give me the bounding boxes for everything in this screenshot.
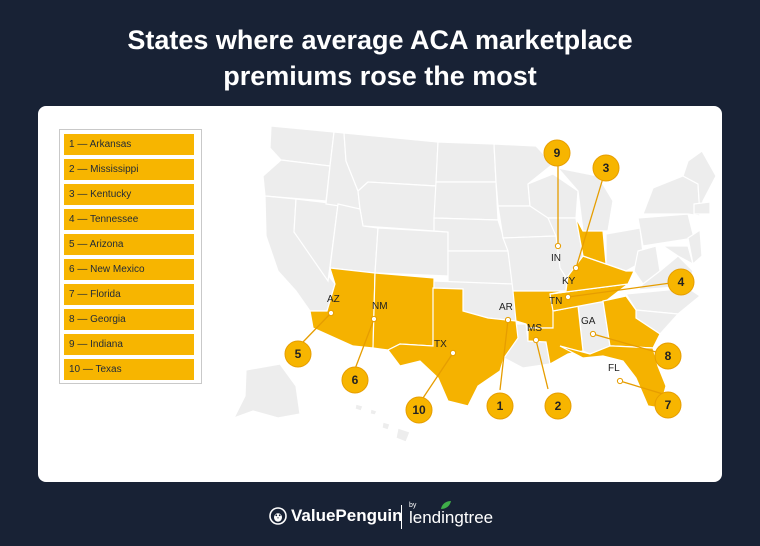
lendingtree-logo-text: lendingtree bbox=[409, 508, 494, 527]
valuepenguin-logo-text: ValuePenguin bbox=[291, 506, 403, 525]
badge-4: 4 bbox=[667, 268, 695, 296]
legend-item-3: 3 — Kentucky bbox=[64, 184, 194, 205]
badge-10: 10 bbox=[405, 396, 433, 424]
legend-item-8: 8 — Georgia bbox=[64, 309, 194, 330]
legend-item-2: 2 — Mississippi bbox=[64, 159, 194, 180]
label-nm: NM bbox=[372, 301, 388, 312]
footer-divider bbox=[401, 505, 402, 529]
svg-text:9: 9 bbox=[554, 146, 561, 160]
svg-text:2: 2 bbox=[555, 399, 562, 413]
label-fl: FL bbox=[608, 363, 620, 374]
label-in: IN bbox=[551, 253, 561, 264]
badge-7: 7 bbox=[654, 391, 682, 419]
badge-9: 9 bbox=[543, 139, 571, 167]
by-text: by bbox=[409, 502, 417, 509]
ranking-legend: 1 — Arkansas 2 — Mississippi 3 — Kentuck… bbox=[59, 129, 202, 384]
legend-item-6: 6 — New Mexico bbox=[64, 259, 194, 280]
state-fl bbox=[559, 345, 667, 409]
svg-text:6: 6 bbox=[352, 373, 359, 387]
legend-item-10: 10 — Texas bbox=[64, 359, 194, 380]
svg-text:1: 1 bbox=[497, 399, 504, 413]
label-ar: AR bbox=[499, 302, 513, 313]
badge-2: 2 bbox=[544, 392, 572, 420]
svg-text:3: 3 bbox=[603, 161, 610, 175]
badge-6: 6 bbox=[341, 366, 369, 394]
badge-1: 1 bbox=[486, 392, 514, 420]
label-ms: MS bbox=[527, 323, 542, 334]
svg-text:4: 4 bbox=[678, 275, 685, 289]
anchor-dots bbox=[327, 242, 624, 385]
legend-item-5: 5 — Arizona bbox=[64, 234, 194, 255]
label-tx: TX bbox=[434, 339, 447, 350]
svg-text:10: 10 bbox=[412, 403, 426, 417]
badge-8: 8 bbox=[654, 342, 682, 370]
label-az: AZ bbox=[327, 294, 340, 305]
svg-text:7: 7 bbox=[665, 398, 672, 412]
state-tx bbox=[387, 287, 519, 407]
page-title: States where average ACA marketplace pre… bbox=[0, 22, 760, 94]
legend-item-9: 9 — Indiana bbox=[64, 334, 194, 355]
state-labels: AZ NM TX AR MS TN KY IN GA FL bbox=[327, 253, 620, 374]
svg-text:5: 5 bbox=[295, 347, 302, 361]
leaf-icon bbox=[441, 501, 451, 509]
label-ky: KY bbox=[562, 276, 576, 287]
highlighted-states bbox=[309, 217, 667, 409]
us-map: AZ NM TX AR MS TN KY IN GA FL bbox=[232, 125, 717, 443]
legend-item-4: 4 — Tennessee bbox=[64, 209, 194, 230]
title-line-2: premiums rose the most bbox=[223, 61, 537, 91]
svg-text:8: 8 bbox=[665, 349, 672, 363]
title-line-1: States where average ACA marketplace bbox=[127, 25, 633, 55]
legend-item-1: 1 — Arkansas bbox=[64, 134, 194, 155]
badge-3: 3 bbox=[592, 154, 620, 182]
label-ga: GA bbox=[581, 316, 596, 327]
badge-5: 5 bbox=[284, 340, 312, 368]
base-states bbox=[232, 125, 717, 443]
map-card: 1 — Arkansas 2 — Mississippi 3 — Kentuck… bbox=[38, 106, 722, 482]
leader-lines bbox=[302, 166, 679, 399]
footer-branding: ValuePenguin by lendingtree bbox=[0, 501, 760, 530]
label-tn: TN bbox=[549, 296, 562, 307]
penguin-icon bbox=[269, 507, 287, 525]
legend-item-7: 7 — Florida bbox=[64, 284, 194, 305]
